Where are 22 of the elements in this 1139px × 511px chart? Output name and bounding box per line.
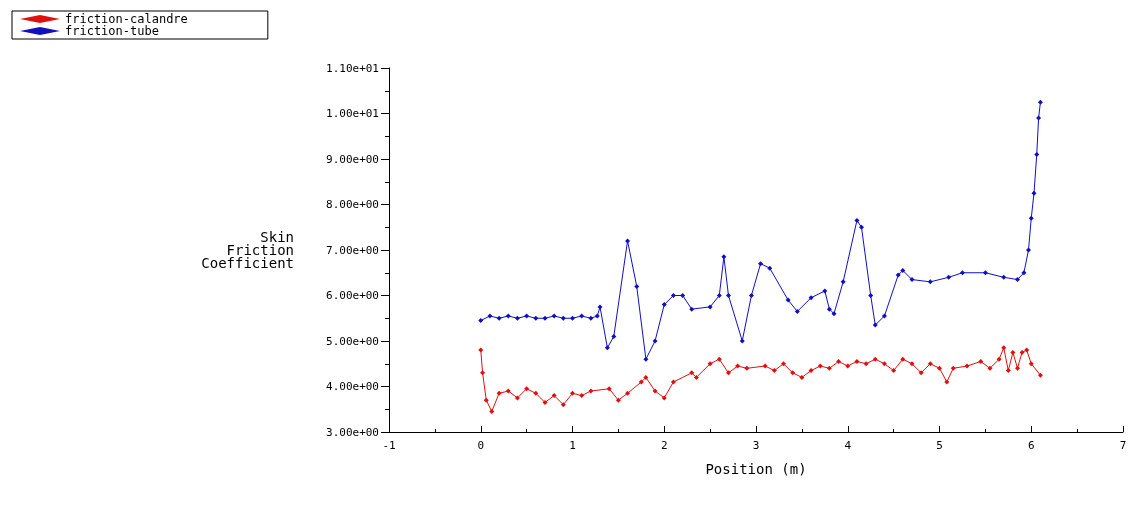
y-tick-label: 9.00e+00 (326, 152, 379, 166)
y-tick-label: 3.00e+00 (326, 425, 379, 439)
y-tick-label: 6.00e+00 (326, 289, 379, 302)
x-tick-label: -1 (382, 439, 396, 452)
x-tick-label: 4 (844, 439, 852, 452)
x-axis-title: Position (m) (705, 461, 807, 477)
x-tick-label: 1 (569, 439, 576, 452)
x-tick-label: 6 (1027, 439, 1035, 452)
x-tick-label: 7 (1119, 439, 1127, 452)
legend-label: friction-calandre (65, 12, 188, 26)
x-tick-label: 3 (752, 439, 760, 452)
legend-label: friction-tube (65, 24, 159, 38)
y-tick-label: 4.00e+00 (326, 380, 379, 393)
y-axis-title: Skin Friction Coefficient (201, 229, 294, 271)
x-tick-label: 0 (477, 439, 485, 452)
y-tick-label: 8.00e+00 (326, 198, 379, 211)
y-tick-label: 1.00e+01 (326, 107, 379, 120)
y-tick-label: 5.00e+00 (326, 334, 379, 348)
x-tick-label: 2 (660, 439, 668, 452)
y-tick-label: 1.10e+01 (326, 61, 379, 75)
y-tick-label: 7.00e+00 (326, 243, 379, 257)
x-tick-label: 5 (936, 439, 943, 452)
